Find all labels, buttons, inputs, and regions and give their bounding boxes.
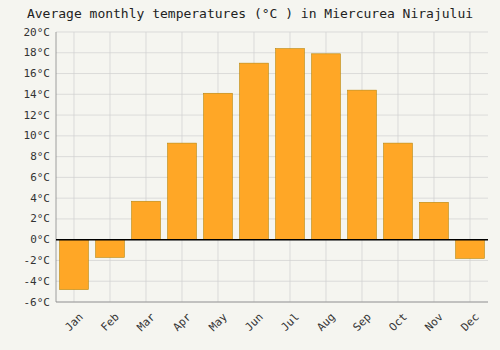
y-tick-label: -6°C — [24, 296, 51, 309]
bar — [348, 90, 377, 240]
y-tick-label: 14°C — [24, 88, 51, 101]
y-grid-line — [56, 32, 488, 33]
y-tick-label: 4°C — [30, 192, 50, 205]
x-tick-label: Jul — [279, 311, 302, 334]
x-tick-label: Jun — [243, 311, 266, 334]
y-grid-line — [56, 94, 488, 95]
y-axis-line — [56, 32, 57, 302]
y-grid-line — [56, 198, 488, 199]
y-tick-label: -4°C — [24, 275, 51, 288]
y-tick-label: 20°C — [24, 26, 51, 39]
y-grid-line — [56, 239, 488, 240]
bar — [240, 63, 269, 240]
bar — [204, 93, 233, 239]
grid — [56, 32, 488, 302]
bar — [312, 54, 341, 240]
y-tick-label: 0°C — [30, 233, 50, 246]
y-tick-label: 18°C — [24, 46, 51, 59]
chart-svg: -6°C -4°C -2°C 0°C 2°C 4°C 6°C 8°C 10°C 12°C 14°C 1… — [0, 0, 500, 350]
bars — [60, 49, 485, 290]
y-grid-line — [56, 115, 488, 116]
y-grid-line — [56, 156, 488, 157]
y-grid-line — [56, 52, 488, 53]
y-grid-line — [56, 302, 488, 303]
x-tick-label: Sep — [351, 311, 374, 334]
bar — [60, 240, 89, 290]
x-tick-label: Aug — [315, 311, 338, 334]
x-tick-label: Jan — [63, 311, 86, 334]
x-tick-label: Apr — [171, 310, 195, 334]
y-tick-label: 12°C — [24, 109, 51, 122]
y-grid-line — [56, 177, 488, 178]
zero-line — [56, 239, 488, 241]
y-grid-line — [56, 135, 488, 136]
y-tick-label: 6°C — [30, 171, 50, 184]
x-tick-label: Nov — [423, 310, 447, 334]
bar — [132, 201, 161, 239]
y-tick-label: -2°C — [24, 254, 51, 267]
bar — [168, 143, 197, 240]
chart-title: Average monthly temperatures (°C ) in Mi… — [27, 6, 473, 21]
x-tick-label: Dec — [459, 311, 482, 334]
bar — [384, 143, 413, 240]
x-tick-label: May — [207, 310, 231, 334]
x-tick-label: Mar — [135, 310, 159, 334]
y-tick-label: 16°C — [24, 67, 51, 80]
y-grid-line — [56, 73, 488, 74]
chart-container: -6°C -4°C -2°C 0°C 2°C 4°C 6°C 8°C 10°C 12°C 14°C 1… — [0, 0, 500, 350]
bar — [420, 202, 449, 239]
x-axis-line — [56, 302, 488, 303]
bar — [276, 49, 305, 240]
y-tick-label: 2°C — [30, 212, 50, 225]
bar — [456, 240, 485, 259]
x-tick-label: Oct — [387, 311, 410, 334]
x-grid-line — [146, 32, 147, 302]
y-grid-line — [56, 281, 488, 282]
y-tick-label: 10°C — [24, 129, 51, 142]
x-grid-line — [110, 32, 111, 302]
axes: -6°C -4°C -2°C 0°C 2°C 4°C 6°C 8°C 10°C 12°C 14°C 1… — [24, 26, 482, 334]
bar — [96, 240, 125, 258]
x-grid-line — [434, 32, 435, 302]
y-tick-label: 8°C — [30, 150, 50, 163]
y-grid-line — [56, 260, 488, 261]
x-tick-label: Feb — [99, 311, 122, 334]
x-grid-line — [470, 32, 471, 302]
